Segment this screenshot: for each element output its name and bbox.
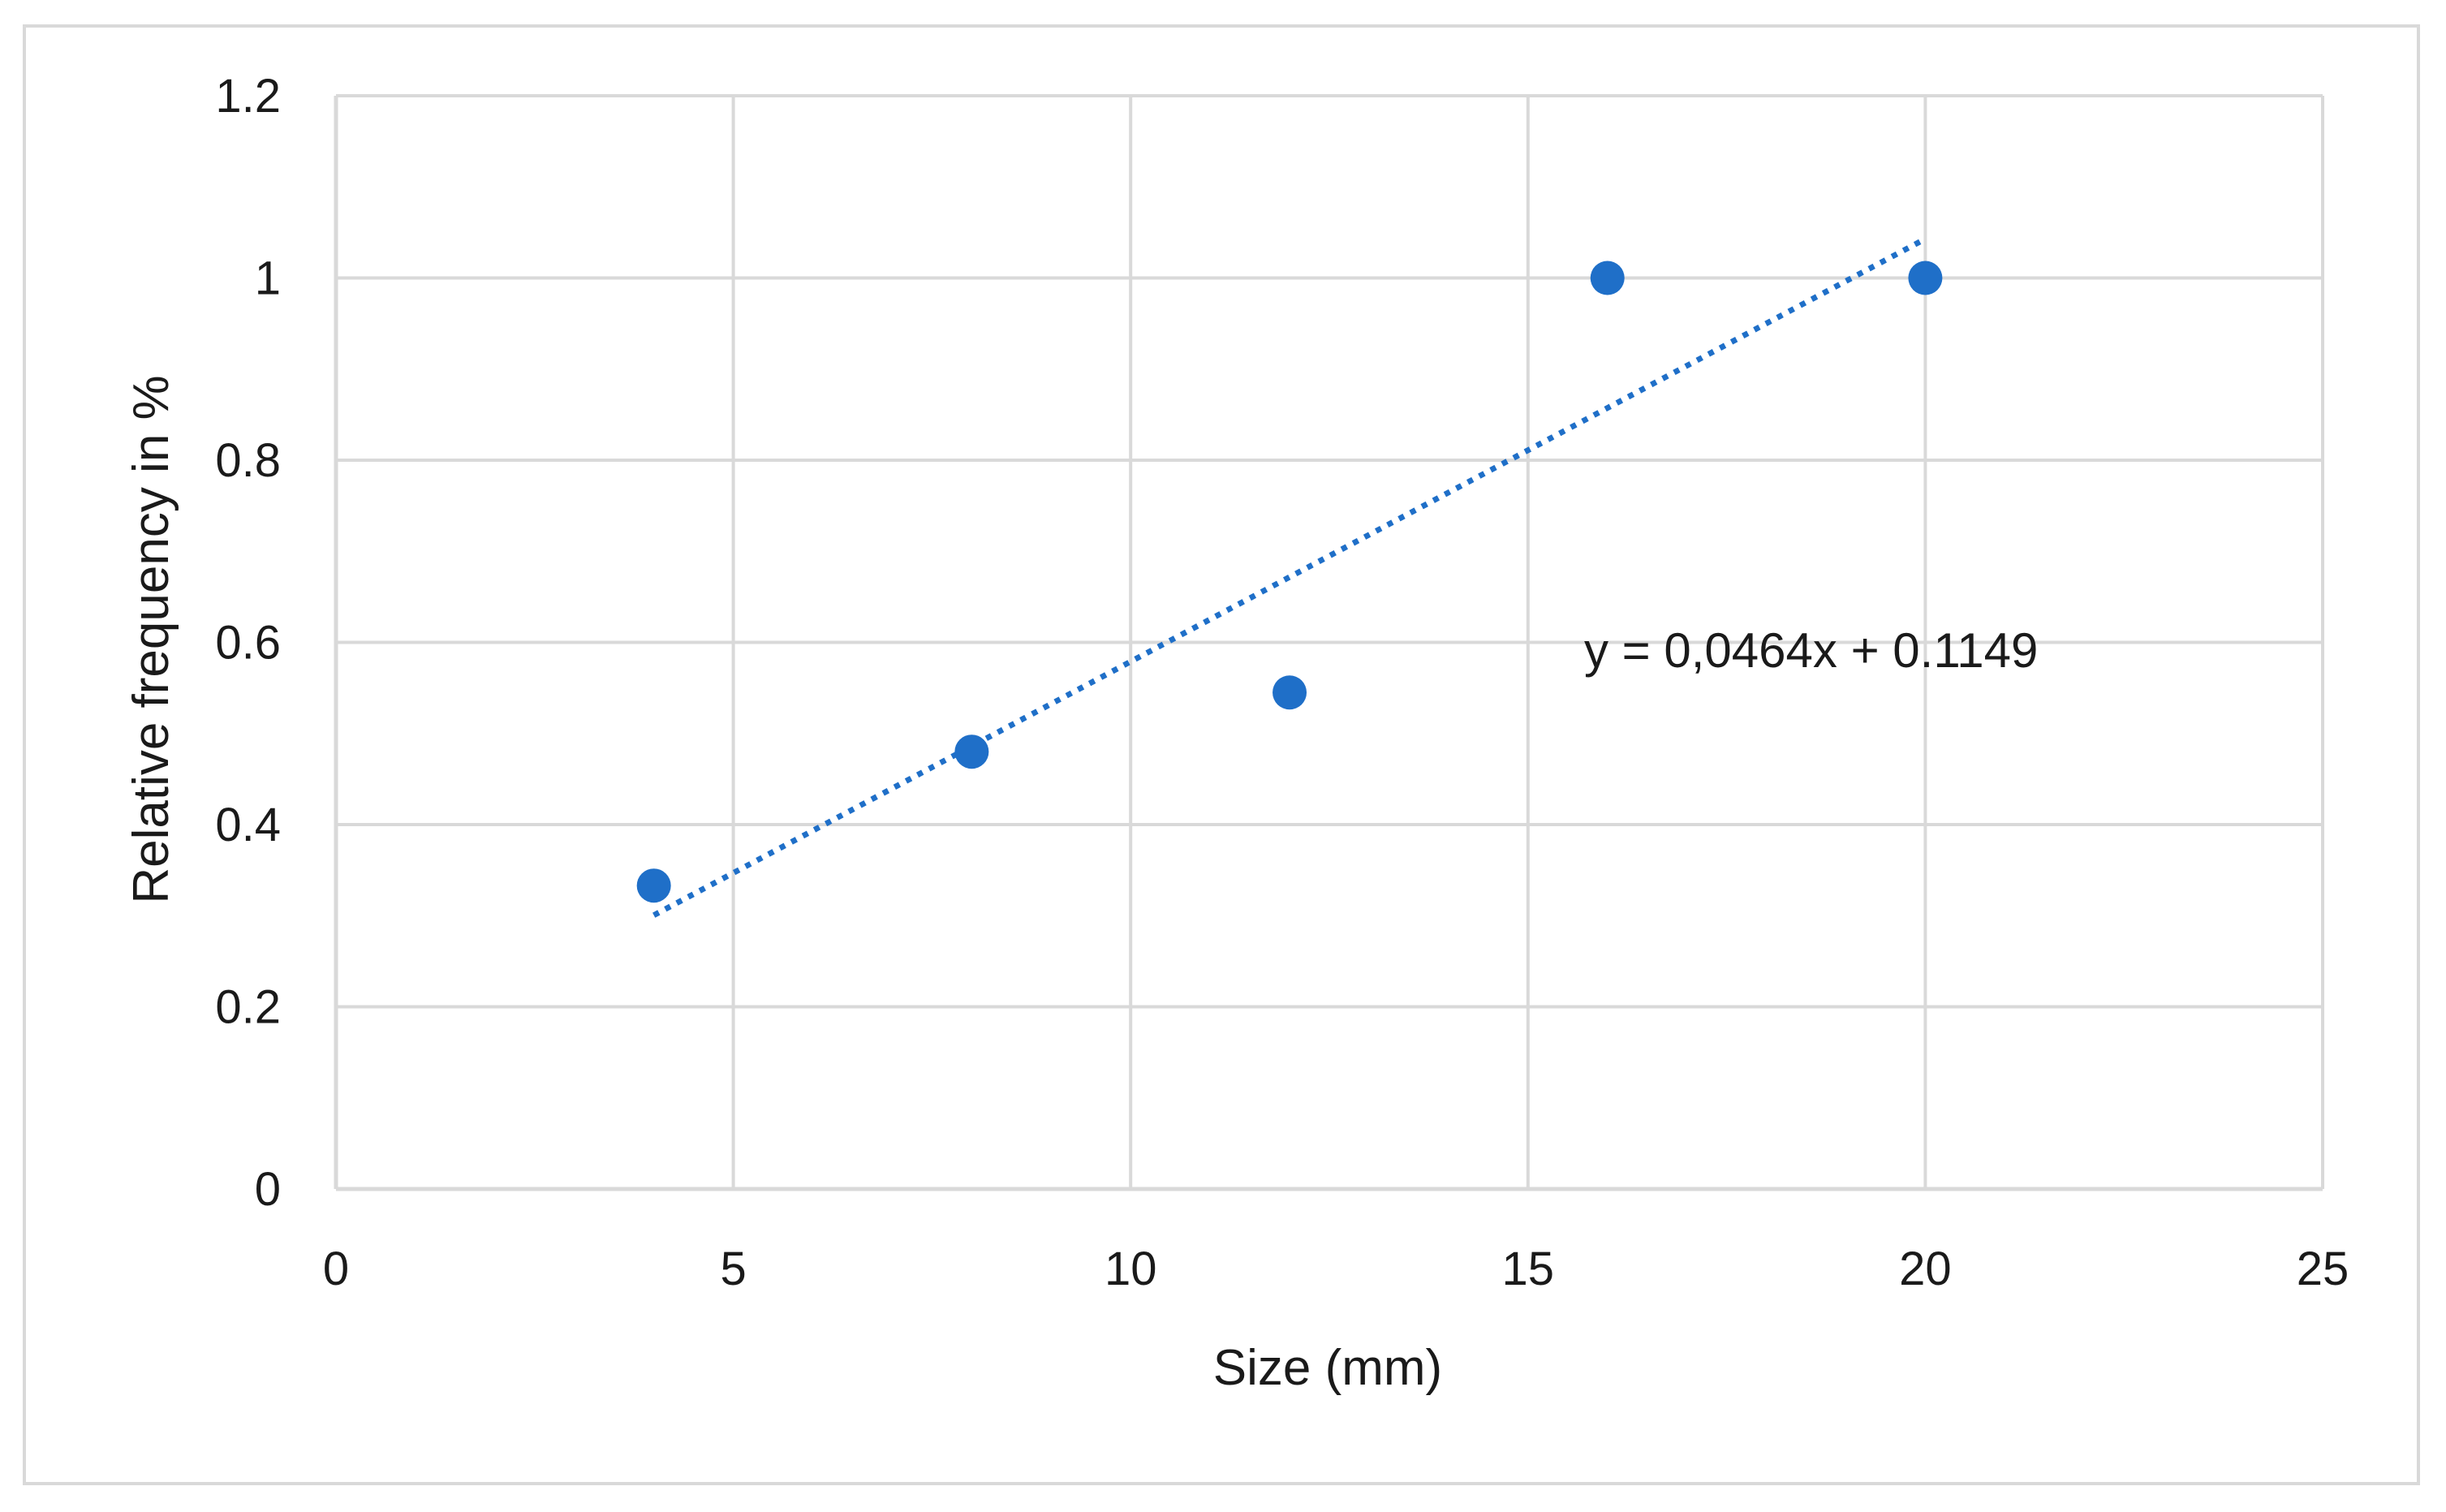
- y-tick-labels: 0 0.2 0.4 0.6 0.8 1 1.2: [215, 70, 281, 1216]
- x-tick-label: 25: [2297, 1243, 2349, 1295]
- y-tick-label: 0.2: [215, 981, 281, 1034]
- x-tick-label: 15: [1502, 1243, 1555, 1295]
- x-axis-title: Size (mm): [1213, 1340, 1442, 1396]
- data-point: [636, 868, 671, 903]
- chart-frame: [23, 24, 2420, 1485]
- x-tick-labels: 0 5 10 15 20 25: [323, 1243, 2349, 1295]
- data-point: [1273, 675, 1307, 710]
- x-tick-label: 5: [720, 1243, 746, 1295]
- data-points: [636, 261, 1943, 903]
- y-tick-label: 0: [255, 1163, 281, 1216]
- y-tick-label: 1.2: [215, 70, 281, 123]
- trendline-equation: y = 0,0464x + 0.1149: [1584, 623, 2038, 678]
- x-tick-label: 10: [1105, 1243, 1157, 1295]
- trendline: [652, 236, 1927, 918]
- trendline-layer: [652, 236, 1927, 918]
- data-point: [1908, 261, 1943, 295]
- x-tick-label: 20: [1899, 1243, 1952, 1295]
- y-axis-title: Relative frequency in %: [123, 375, 179, 903]
- axes: [334, 96, 2323, 1191]
- data-point: [954, 734, 989, 769]
- y-tick-label: 0.4: [215, 799, 281, 851]
- x-tick-label: 0: [323, 1243, 349, 1295]
- grid-lines: [336, 94, 2324, 1189]
- data-point: [1590, 261, 1625, 295]
- y-tick-label: 0.6: [215, 617, 281, 670]
- y-tick-label: 1: [255, 252, 281, 305]
- y-tick-label: 0.8: [215, 434, 281, 487]
